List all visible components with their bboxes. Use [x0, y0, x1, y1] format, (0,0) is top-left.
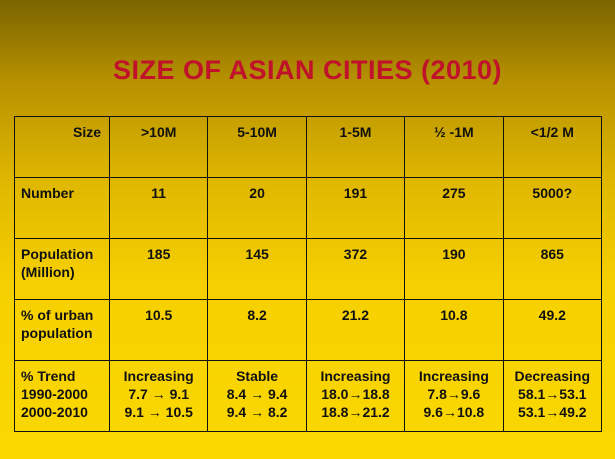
row-label-line: % Trend: [21, 368, 76, 384]
header-cell: 1-5M: [305, 116, 406, 178]
row-label-line: % of urban: [21, 307, 94, 323]
table-cell: 191: [305, 177, 406, 239]
table-cell: 11: [108, 177, 209, 239]
table-row-population: Population (Million) 185 145 372 190 865: [14, 238, 603, 300]
row-label-line: population: [21, 325, 93, 341]
table-cell: 372: [305, 238, 406, 300]
table-cell: 20: [207, 177, 307, 239]
trend-cell: Stable 8.4 → 9.4 9.4 → 8.2: [207, 360, 307, 432]
table-cell: 8.2: [207, 299, 307, 361]
table-cell: 10.8: [404, 299, 504, 361]
table-cell: 190: [404, 238, 504, 300]
table-cell: 865: [502, 238, 603, 300]
table-cell: 49.2: [502, 299, 603, 361]
row-label: Number: [14, 177, 110, 239]
trend-cell: Increasing 18.0→18.8 18.8→21.2: [305, 360, 406, 432]
trend-1990-2000: 58.1→53.1: [518, 386, 587, 402]
trend-2000-2010: 9.6→10.8: [423, 404, 485, 420]
trend-cell: Decreasing 58.1→53.1 53.1→49.2: [502, 360, 603, 432]
table-cell: 275: [404, 177, 504, 239]
trend-direction: Increasing: [123, 368, 194, 384]
table-row-trend: % Trend 1990-2000 2000-2010 Increasing 7…: [14, 360, 603, 432]
trend-2000-2010: 18.8→21.2: [321, 404, 390, 420]
city-size-table: Size >10M 5-10M 1-5M ½ -1M <1/2 M Number…: [14, 116, 603, 432]
row-label-line: Population: [21, 246, 94, 262]
trend-cell: Increasing 7.7 → 9.1 9.1 → 10.5: [108, 360, 209, 432]
header-cell: ½ -1M: [404, 116, 504, 178]
trend-direction: Decreasing: [514, 368, 591, 384]
table-cell: 10.5: [108, 299, 209, 361]
header-cell: 5-10M: [207, 116, 307, 178]
slide-title: SIZE OF ASIAN CITIES (2010): [112, 55, 503, 85]
table-cell: 21.2: [305, 299, 406, 361]
header-cell-size: Size: [14, 116, 110, 178]
trend-1990-2000: 8.4 → 9.4: [226, 386, 288, 402]
row-label-line: 2000-2010: [21, 404, 88, 420]
row-label-line: (Million): [21, 264, 75, 280]
trend-1990-2000: 18.0→18.8: [321, 386, 390, 402]
trend-direction: Increasing: [320, 368, 391, 384]
trend-1990-2000: 7.8→9.6: [427, 386, 481, 402]
trend-2000-2010: 9.4 → 8.2: [226, 404, 288, 420]
header-row: Size >10M 5-10M 1-5M ½ -1M <1/2 M: [14, 116, 603, 178]
trend-direction: Stable: [236, 368, 279, 384]
table-cell: 5000?: [502, 177, 603, 239]
trend-1990-2000: 7.7 → 9.1: [128, 386, 190, 402]
header-cell: >10M: [108, 116, 209, 178]
row-label: % of urban population: [14, 299, 110, 361]
row-label-line: 1990-2000: [21, 386, 88, 402]
trend-2000-2010: 53.1→49.2: [518, 404, 587, 420]
table-row-number: Number 11 20 191 275 5000?: [14, 177, 603, 239]
table-row-urban-share: % of urban population 10.5 8.2 21.2 10.8…: [14, 299, 603, 361]
trend-cell: Increasing 7.8→9.6 9.6→10.8: [404, 360, 504, 432]
row-label: Population (Million): [14, 238, 110, 300]
header-cell: <1/2 M: [502, 116, 603, 178]
trend-direction: Increasing: [418, 368, 489, 384]
table-cell: 185: [108, 238, 209, 300]
table-cell: 145: [207, 238, 307, 300]
row-label: % Trend 1990-2000 2000-2010: [14, 360, 110, 432]
trend-2000-2010: 9.1 → 10.5: [124, 404, 193, 420]
